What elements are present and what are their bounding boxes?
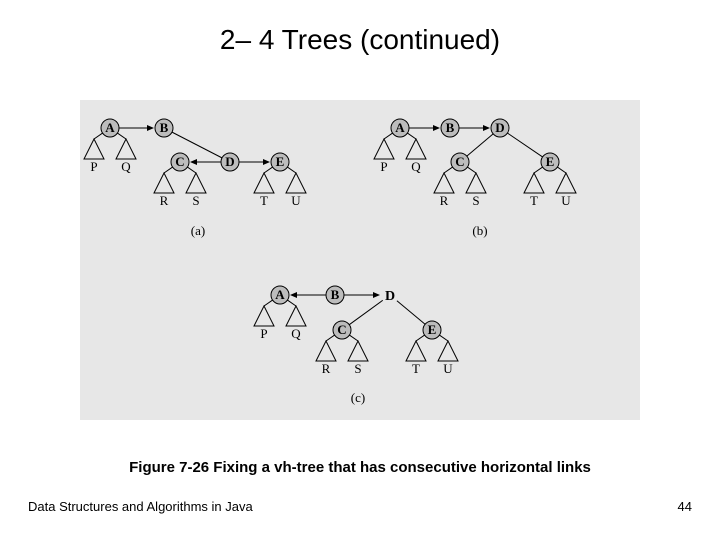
footer-source: Data Structures and Algorithms in Java: [28, 499, 253, 514]
svg-text:U: U: [561, 193, 571, 208]
svg-text:E: E: [546, 154, 555, 169]
svg-text:D: D: [385, 289, 395, 304]
svg-text:S: S: [354, 361, 361, 376]
svg-text:P: P: [260, 326, 267, 341]
figure-caption: Figure 7-26 Fixing a vh-tree that has co…: [0, 459, 720, 476]
svg-text:C: C: [175, 154, 184, 169]
svg-text:A: A: [275, 287, 285, 302]
figure-area: P Q R S T U A B C D E (a) P Q R S T U A B D C E (b) P Q R S T U A B D C E (…: [80, 100, 640, 420]
svg-text:T: T: [260, 193, 268, 208]
tree-diagram: P Q R S T U A B C D E (a) P Q R S T U A B D C E (b) P Q R S T U A B D C E (…: [80, 100, 640, 420]
svg-text:(c): (c): [351, 390, 365, 405]
svg-text:E: E: [276, 154, 285, 169]
svg-text:C: C: [455, 154, 464, 169]
svg-text:B: B: [446, 120, 455, 135]
svg-text:R: R: [440, 193, 449, 208]
svg-text:E: E: [428, 322, 437, 337]
svg-text:Q: Q: [291, 326, 301, 341]
svg-text:Q: Q: [121, 159, 131, 174]
svg-text:P: P: [380, 159, 387, 174]
svg-text:A: A: [395, 120, 405, 135]
svg-text:T: T: [412, 361, 420, 376]
svg-text:P: P: [90, 159, 97, 174]
svg-text:R: R: [160, 193, 169, 208]
page-number: 44: [678, 499, 692, 514]
svg-text:C: C: [337, 322, 346, 337]
svg-text:U: U: [291, 193, 301, 208]
svg-text:U: U: [443, 361, 453, 376]
page-title: 2– 4 Trees (continued): [0, 0, 720, 56]
svg-text:T: T: [530, 193, 538, 208]
svg-text:B: B: [331, 287, 340, 302]
svg-text:D: D: [495, 120, 504, 135]
svg-text:D: D: [225, 154, 234, 169]
svg-text:Q: Q: [411, 159, 421, 174]
svg-text:B: B: [160, 120, 169, 135]
svg-text:S: S: [472, 193, 479, 208]
svg-text:(a): (a): [191, 223, 205, 238]
svg-text:A: A: [105, 120, 115, 135]
svg-text:S: S: [192, 193, 199, 208]
svg-text:R: R: [322, 361, 331, 376]
svg-text:(b): (b): [472, 223, 487, 238]
